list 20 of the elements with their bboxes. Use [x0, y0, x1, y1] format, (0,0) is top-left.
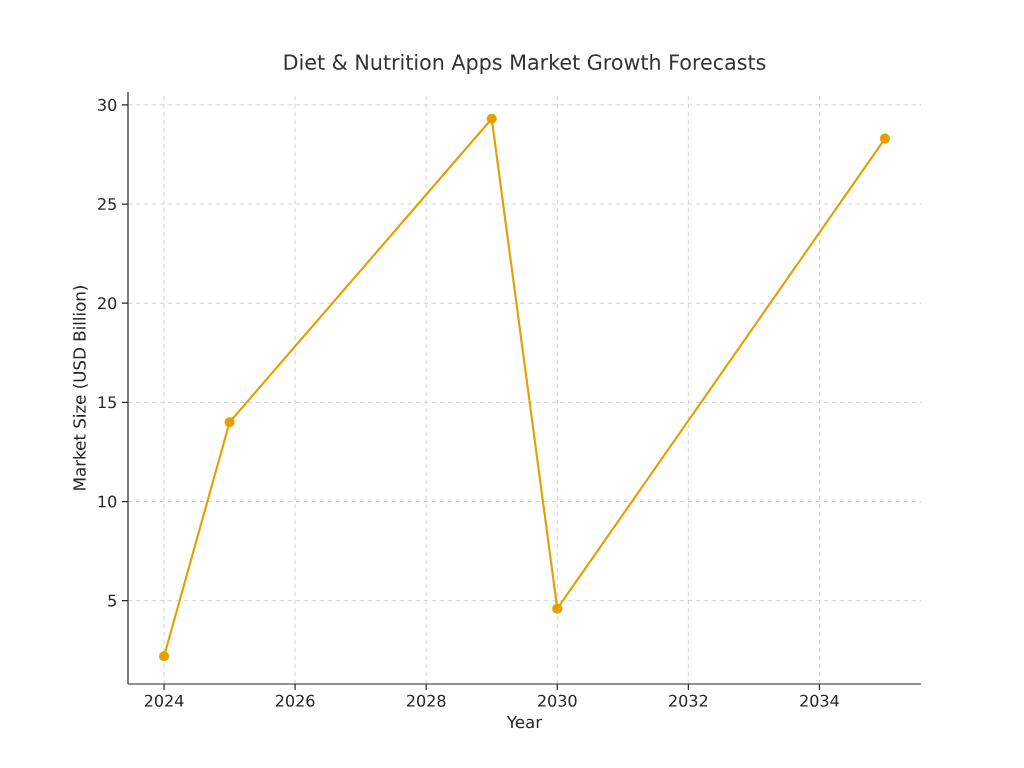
point	[879, 133, 891, 144]
x-tick-label: 2032	[669, 694, 708, 707]
point	[158, 651, 170, 662]
y-tick-label: 10	[98, 495, 117, 508]
point	[552, 603, 563, 614]
point	[224, 417, 235, 428]
y-tick-label: 20	[98, 297, 117, 310]
y-tick-label: 30	[98, 98, 117, 111]
x-tick-label: 2024	[144, 694, 184, 707]
y-tick-label: 15	[98, 396, 116, 409]
x-tick-label: 2034	[800, 694, 839, 707]
y-axis-title: Market Size (USD Billion)	[72, 286, 88, 490]
chart-title: Diet & Nutrition Apps Market Growth Forecasts	[284, 53, 766, 74]
x-tick-label: 2028	[407, 694, 446, 707]
x-axis-title: Year	[506, 715, 543, 729]
y-tick-label: 25	[98, 197, 116, 211]
point	[486, 113, 497, 124]
x-tick-label: 2026	[275, 694, 315, 707]
y-tick-label: 5	[108, 594, 116, 607]
x-tick-label: 2030	[538, 694, 577, 707]
